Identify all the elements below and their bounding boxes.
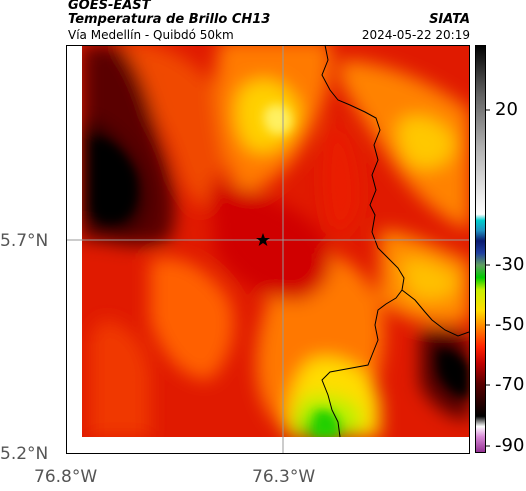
datetime-label: 2024-05-22 20:19 (361, 28, 470, 42)
colorbar-label-minus50: -50 (495, 314, 525, 335)
star-marker (256, 233, 270, 246)
lon-label-76-8: 76.8°W (34, 467, 98, 487)
colorbar-frame (475, 45, 486, 453)
lon-label-76-3: 76.3°W (252, 467, 316, 487)
colorbar-label-minus30: -30 (495, 254, 525, 275)
border-line-east (401, 289, 470, 337)
temperature-field (82, 45, 469, 437)
route-subtitle: Vía Medellín - Quibdó 50km (68, 28, 234, 42)
colorbar-label-20: 20 (495, 99, 518, 120)
colorbar-label-minus90: -90 (495, 435, 525, 456)
colorbar-ticks (486, 109, 490, 447)
lat-label-5-2: 5.2°N (0, 444, 49, 464)
colorbar-scale (475, 45, 486, 453)
colorbar-label-minus70: -70 (495, 374, 525, 395)
map-frame (66, 45, 470, 454)
satellite-name: GOES-EAST (68, 0, 151, 13)
lat-label-5-7: 5.7°N (0, 231, 49, 251)
organization-label: SIATA (429, 12, 470, 27)
border-line (321, 44, 405, 438)
product-title: Temperatura de Brillo CH13 (68, 12, 271, 27)
